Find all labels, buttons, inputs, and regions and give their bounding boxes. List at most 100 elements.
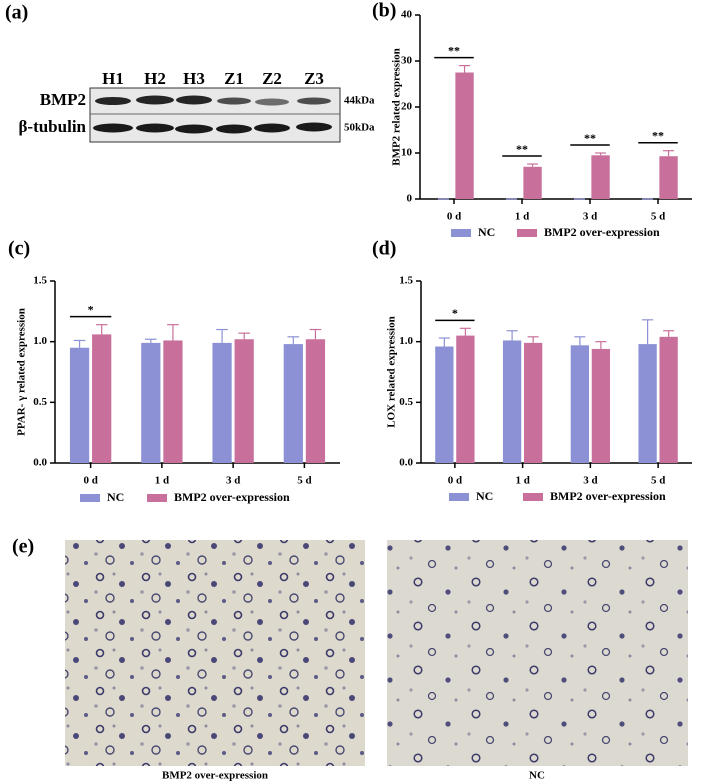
error-bar xyxy=(574,336,586,346)
legend-label: NC xyxy=(107,490,124,504)
significance-label: ** xyxy=(516,142,528,156)
y-tick-label: 20 xyxy=(401,101,413,113)
bar xyxy=(591,155,610,199)
x-tick-label: 0 d xyxy=(83,475,97,487)
image-caption: BMP2 over-expression xyxy=(162,770,268,782)
bar xyxy=(455,72,474,199)
protein-label: BMP2 xyxy=(40,90,86,109)
x-tick-label: 5 d xyxy=(651,475,665,487)
size-label: 50kDa xyxy=(344,122,375,134)
bar xyxy=(659,336,678,463)
error-bar xyxy=(95,324,108,335)
lane-label: Z1 xyxy=(224,69,244,88)
legend-swatch xyxy=(147,494,167,502)
x-tick-label: 1 d xyxy=(155,475,169,487)
error-bar xyxy=(595,152,607,156)
bar xyxy=(69,347,90,463)
bar xyxy=(502,340,522,463)
y-axis-label: PPAR- γ related expression xyxy=(16,308,28,436)
legend-swatch xyxy=(449,493,469,501)
micrograph xyxy=(65,540,365,766)
panel-label: (b) xyxy=(372,0,396,22)
error-bar xyxy=(663,150,675,157)
x-tick-label: 0 d xyxy=(448,475,462,487)
legend-label: NC xyxy=(478,225,495,239)
y-axis-label: LOX related expression xyxy=(386,316,398,427)
significance-label: ** xyxy=(584,131,596,145)
legend-swatch xyxy=(517,229,537,237)
x-tick-label: 5 d xyxy=(651,211,665,223)
legend-label: NC xyxy=(476,489,493,503)
error-bar xyxy=(459,64,471,73)
x-tick-label: 1 d xyxy=(515,211,529,223)
panel-label: (e) xyxy=(12,536,34,558)
significance-label: * xyxy=(88,302,94,316)
lane-label: H2 xyxy=(144,69,166,88)
bar xyxy=(283,344,303,463)
error-bar xyxy=(145,338,157,343)
y-tick-label: 40 xyxy=(401,9,413,21)
panel-label: (c) xyxy=(8,238,30,260)
error-bar xyxy=(527,163,539,167)
y-axis-label: BMP2 related expression xyxy=(391,48,403,166)
lane-label: Z3 xyxy=(304,69,324,88)
x-tick-label: 0 d xyxy=(447,211,461,223)
error-bar xyxy=(238,332,250,340)
legend-swatch xyxy=(523,493,543,501)
bar xyxy=(435,346,454,463)
legend-swatch xyxy=(80,494,100,502)
bar xyxy=(212,342,232,463)
bar xyxy=(92,334,112,463)
x-tick-label: 3 d xyxy=(226,475,240,487)
y-tick-label: 0.5 xyxy=(399,396,413,408)
bar xyxy=(570,345,590,463)
y-tick-label: 0 xyxy=(407,193,413,205)
bar xyxy=(591,348,611,463)
bands xyxy=(93,95,332,134)
significance-label: ** xyxy=(448,43,460,57)
error-bar xyxy=(459,327,471,336)
bar xyxy=(638,344,657,463)
bar xyxy=(141,342,161,463)
y-tick-label: 1.5 xyxy=(33,275,47,287)
error-bar xyxy=(438,337,450,347)
y-tick-label: 10 xyxy=(401,147,413,159)
error-bar xyxy=(506,330,518,341)
bar xyxy=(305,339,326,463)
y-tick-label: 0.0 xyxy=(33,457,47,469)
lane-label: H3 xyxy=(183,69,205,88)
legend-label: BMP2 over-expression xyxy=(174,490,290,504)
bar xyxy=(456,335,475,463)
significance-label: ** xyxy=(652,128,664,142)
lane-label: Z2 xyxy=(262,69,282,88)
error-bar xyxy=(73,339,86,348)
error-bar xyxy=(216,328,228,343)
legend-label: BMP2 over-expression xyxy=(544,225,660,239)
error-bar xyxy=(287,336,300,345)
error-bar xyxy=(663,330,675,337)
y-tick-label: 1.0 xyxy=(399,335,413,347)
y-tick-label: 0.0 xyxy=(399,457,413,469)
legend-label: BMP2 over-expression xyxy=(550,489,666,503)
error-bar xyxy=(309,328,322,340)
x-tick-label: 3 d xyxy=(583,211,597,223)
y-tick-label: 1.5 xyxy=(399,275,413,287)
error-bar xyxy=(642,319,654,345)
blot xyxy=(89,87,341,143)
y-tick-label: 1.0 xyxy=(33,335,47,347)
y-tick-label: 0.5 xyxy=(33,396,47,408)
bar xyxy=(523,342,543,463)
panel-label: (a) xyxy=(5,2,28,24)
y-tick-label: 30 xyxy=(401,55,413,67)
significance-label: * xyxy=(452,306,458,320)
legend-swatch xyxy=(451,229,471,237)
micrograph xyxy=(387,540,688,766)
error-bar xyxy=(167,324,179,341)
x-tick-label: 3 d xyxy=(583,475,597,487)
error-bar xyxy=(527,336,539,343)
image-caption: NC xyxy=(529,770,545,782)
x-tick-label: 5 d xyxy=(297,475,311,487)
size-label: 44kDa xyxy=(344,95,375,107)
